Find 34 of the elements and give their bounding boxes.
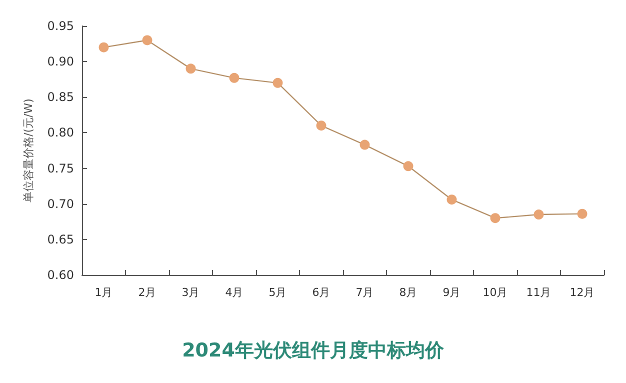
point — [446, 194, 457, 205]
x-tick-label: 11月 — [526, 286, 552, 299]
point — [403, 161, 414, 172]
x-tick-label: 8月 — [399, 286, 418, 299]
point — [534, 210, 544, 220]
point — [229, 72, 240, 83]
x-tick-label: 1月 — [94, 286, 113, 299]
point — [490, 213, 500, 224]
y-tick-label: 0.80 — [47, 126, 74, 140]
point — [360, 140, 370, 150]
x-tick-label: 4月 — [225, 286, 244, 299]
y-tick-label: 0.75 — [47, 161, 74, 176]
y-tick-label: 0.65 — [47, 232, 74, 246]
x-tick-label: 7月 — [356, 286, 374, 299]
y-tick-label: 0.85 — [47, 90, 74, 104]
x-tick-label: 6月 — [312, 286, 330, 299]
point — [186, 64, 196, 74]
x-tick-label: 10月 — [482, 286, 508, 299]
point — [316, 120, 326, 131]
x-tick-label: 9月 — [442, 286, 461, 299]
x-tick-label: 12月 — [570, 286, 595, 299]
point — [272, 78, 283, 88]
x-tick-label: 5月 — [268, 286, 287, 299]
y-tick-label: 0.90 — [47, 54, 74, 69]
text: 2024年光伏组件月度中标均价 — [182, 340, 445, 362]
point — [577, 208, 588, 219]
point — [98, 42, 109, 52]
y-tick-label: 0.60 — [47, 268, 74, 282]
point — [142, 35, 152, 46]
y-tick-label: 0.70 — [47, 196, 74, 211]
y-tick-label: 0.95 — [47, 19, 74, 33]
x-tick-label: 3月 — [182, 286, 200, 299]
x-tick-label: 2月 — [138, 286, 156, 299]
y-axis-title: 单位容量价格/(元/W) — [22, 98, 35, 202]
